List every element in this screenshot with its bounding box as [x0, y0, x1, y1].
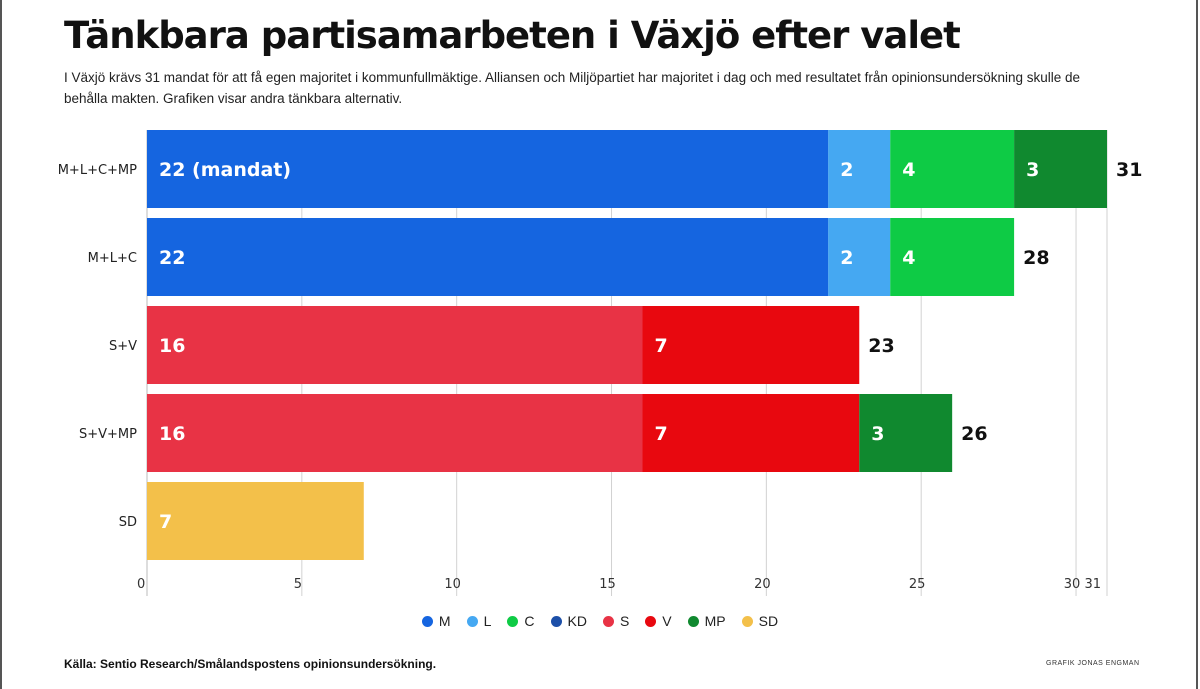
legend-item-v: V [645, 613, 672, 629]
legend-label: SD [758, 613, 779, 629]
segment-value-label: 3 [1026, 159, 1039, 181]
chart-title: Tänkbara partisamarbeten i Växjö efter v… [64, 14, 961, 57]
frame-right-border [1196, 0, 1198, 689]
bar-segment-v [642, 394, 860, 472]
chart-subtitle: I Växjö krävs 31 mandat för att få egen … [64, 70, 1081, 106]
source-note: Källa: Sentio Research/Smålandspostens o… [64, 657, 437, 671]
row-label: SD [119, 515, 137, 530]
segment-value-label: 16 [159, 335, 185, 357]
legend-dot-icon [687, 615, 699, 627]
x-tick-label-25: 25 [909, 577, 926, 592]
legend-dot-icon [741, 615, 753, 627]
row-label: S+V [109, 339, 137, 354]
chart-legend: M L C KD S V MP SD [0, 613, 1200, 629]
bar-segment-m [147, 130, 829, 208]
legend-label: S [619, 613, 630, 629]
bar-segment-l [828, 218, 891, 296]
segment-value-label: 4 [902, 159, 915, 181]
legend-item-l: L [466, 613, 492, 629]
bar-segment-m [147, 218, 829, 296]
row-label: S+V+MP [79, 427, 137, 442]
x-tick-label-0: 0 [137, 577, 145, 592]
bar-segment-c [890, 218, 1015, 296]
segment-value-label: 22 [159, 247, 185, 269]
x-tick-label-15: 15 [599, 577, 616, 592]
segment-value-label: 3 [871, 423, 884, 445]
legend-item-mp: MP [687, 613, 726, 629]
segment-value-label: 7 [654, 423, 667, 445]
x-tick-label-10: 10 [444, 577, 461, 592]
legend-label: C [524, 613, 535, 629]
legend-dot-icon [645, 615, 657, 627]
segment-value-label: 7 [159, 511, 172, 533]
bar-segment-s [147, 306, 643, 384]
bar-segment-c [890, 130, 1015, 208]
legend-dot-icon [602, 615, 614, 627]
segment-value-label: 4 [902, 247, 915, 269]
legend-dot-icon [507, 615, 519, 627]
bar-segment-mp [1014, 130, 1107, 208]
legend-item-kd: KD [550, 613, 587, 629]
legend-dot-icon [466, 615, 478, 627]
legend-label: L [483, 613, 492, 629]
legend-item-m: M [421, 613, 451, 629]
x-tick-label-31: 31 [1084, 577, 1101, 592]
bar-segment-sd [147, 482, 364, 560]
legend-dot-icon [421, 615, 433, 627]
row-label: M+L+C+MP [58, 163, 137, 178]
row-label: M+L+C [88, 251, 137, 266]
segment-value-label: 2 [840, 159, 853, 181]
legend-dot-icon [550, 615, 562, 627]
row-total-label: 28 [1023, 247, 1049, 269]
bar-segment-s [147, 394, 643, 472]
legend-label: V [662, 613, 672, 629]
legend-label: MP [704, 613, 726, 629]
legend-label: KD [567, 613, 587, 629]
x-tick-label-30: 30 [1064, 577, 1081, 592]
frame-left-border [0, 0, 2, 689]
row-total-label: 31 [1116, 159, 1142, 181]
segment-value-label: 2 [840, 247, 853, 269]
legend-item-c: C [507, 613, 535, 629]
bar-segment-l [828, 130, 891, 208]
legend-label: M [438, 613, 451, 629]
segment-value-label: 16 [159, 423, 185, 445]
bar-segment-mp [859, 394, 953, 472]
segment-value-label: 22 (mandat) [159, 159, 291, 181]
row-total-label: 23 [868, 335, 894, 357]
legend-item-s: S [602, 613, 630, 629]
x-tick-label-5: 5 [294, 577, 302, 592]
bar-segment-v [642, 306, 860, 384]
x-tick-label-20: 20 [754, 577, 771, 592]
segment-value-label: 7 [654, 335, 667, 357]
legend-item-sd: SD [741, 613, 779, 629]
row-total-label: 26 [961, 423, 987, 445]
graphic-credit: GRAFIK JONAS ENGMAN [1046, 660, 1140, 667]
